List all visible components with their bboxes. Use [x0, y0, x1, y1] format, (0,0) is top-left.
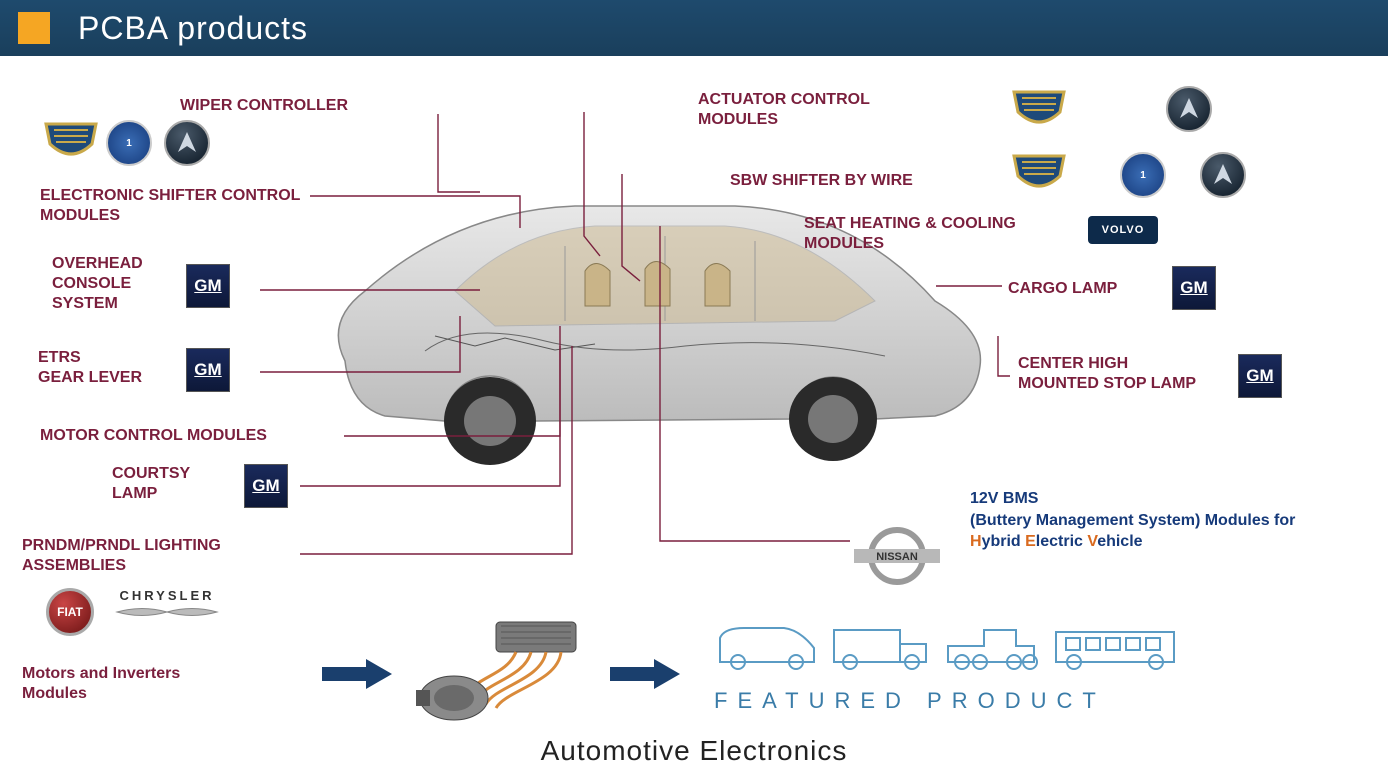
text: LAMP — [112, 485, 157, 502]
text: ASSEMBLIES — [22, 557, 126, 574]
text: (Buttery Management System) Modules for — [970, 512, 1295, 529]
gm-logo-icon: GM — [244, 464, 288, 508]
label-chmsl: CENTER HIGH MOUNTED STOP LAMP — [1018, 354, 1196, 394]
text: OVERHEAD — [52, 255, 143, 272]
text: CONSOLE — [52, 275, 131, 292]
text: ACTUATOR CONTROL — [698, 91, 870, 108]
text: CENTER HIGH — [1018, 355, 1128, 372]
text: MODULES — [698, 111, 778, 128]
text: lectric — [1036, 533, 1088, 550]
svg-text:NISSAN: NISSAN — [876, 551, 918, 563]
changan-logo-icon — [1166, 86, 1212, 132]
label-sbw: SBW SHIFTER BY WIRE — [730, 171, 913, 191]
faw-logo-icon: 1 — [106, 120, 152, 166]
text: H — [970, 533, 982, 550]
fiat-logo-icon: FIAT — [46, 588, 94, 636]
changan-logo-icon — [164, 120, 210, 166]
header-bar: PCBA products — [0, 0, 1388, 56]
text: PRNDM/PRNDL LIGHTING — [22, 537, 221, 554]
text: COURTSY — [112, 465, 190, 482]
label-overhead-console: OVERHEAD CONSOLE SYSTEM — [52, 254, 143, 314]
featured-vehicles-icon — [714, 616, 1184, 684]
gm-logo-icon: GM — [1172, 266, 1216, 310]
label-motor-control-modules: MOTOR CONTROL MODULES — [40, 426, 267, 446]
label-electronic-shifter: ELECTRONIC SHIFTER CONTROL MODULES — [40, 186, 300, 226]
text: Motors and Inverters — [22, 665, 180, 682]
arrow-icon — [610, 659, 680, 689]
changan-logo-icon — [1200, 152, 1246, 198]
lead-line-chmsl — [998, 336, 1010, 376]
nissan-logo-icon: NISSAN — [852, 526, 942, 586]
text: ETRS — [38, 349, 81, 366]
text: GEAR LEVER — [38, 369, 142, 386]
label-motors-inverters: Motors and Inverters Modules — [22, 664, 180, 704]
label-bms: 12V BMS (Buttery Management System) Modu… — [970, 488, 1295, 553]
gm-logo-icon: GM — [1238, 354, 1282, 398]
faw-logo-icon: 1 — [1120, 152, 1166, 198]
label-prndl: PRNDM/PRNDL LIGHTING ASSEMBLIES — [22, 536, 221, 576]
label-etrs: ETRS GEAR LEVER — [38, 348, 142, 388]
accent-square-icon — [18, 12, 50, 44]
gm-logo-icon: GM — [186, 264, 230, 308]
text: 12V BMS — [970, 490, 1038, 507]
label-actuator-control: ACTUATOR CONTROL MODULES — [698, 90, 870, 130]
text: SEAT HEATING & COOLING — [804, 215, 1016, 232]
geely-logo-icon — [1010, 88, 1068, 130]
featured-product-text: FEATURED PRODUCT — [714, 688, 1106, 714]
arrow-icon — [322, 659, 392, 689]
text: Modules — [22, 685, 87, 702]
label-seat-heating: SEAT HEATING & COOLING MODULES — [804, 214, 1016, 254]
volvo-logo-icon: VOLVO — [1088, 216, 1158, 244]
motor-inverter-image — [406, 616, 586, 726]
text: CHRYSLER — [119, 588, 214, 603]
text: ehicle — [1097, 533, 1142, 550]
text: MODULES — [804, 235, 884, 252]
text: ELECTRONIC SHIFTER CONTROL — [40, 187, 300, 204]
diagram-canvas: WIPER CONTROLLER ELECTRONIC SHIFTER CONT… — [0, 56, 1388, 773]
text: SYSTEM — [52, 295, 118, 312]
text: MODULES — [40, 207, 120, 224]
car-cutaway-image — [315, 151, 995, 481]
label-courtsy-lamp: COURTSY LAMP — [112, 464, 190, 504]
page-title: PCBA products — [78, 10, 308, 47]
text: MOUNTED STOP LAMP — [1018, 375, 1196, 392]
footer-title: Automotive Electronics — [0, 735, 1388, 767]
text: V — [1087, 533, 1097, 550]
geely-logo-icon — [42, 120, 100, 162]
text: E — [1025, 533, 1036, 550]
label-wiper-controller: WIPER CONTROLLER — [180, 96, 348, 116]
label-cargo-lamp: CARGO LAMP — [1008, 279, 1117, 299]
chrysler-logo-icon: CHRYSLER — [112, 588, 222, 621]
gm-logo-icon: GM — [186, 348, 230, 392]
geely-logo-icon — [1010, 152, 1068, 194]
text: ybrid — [982, 533, 1026, 550]
